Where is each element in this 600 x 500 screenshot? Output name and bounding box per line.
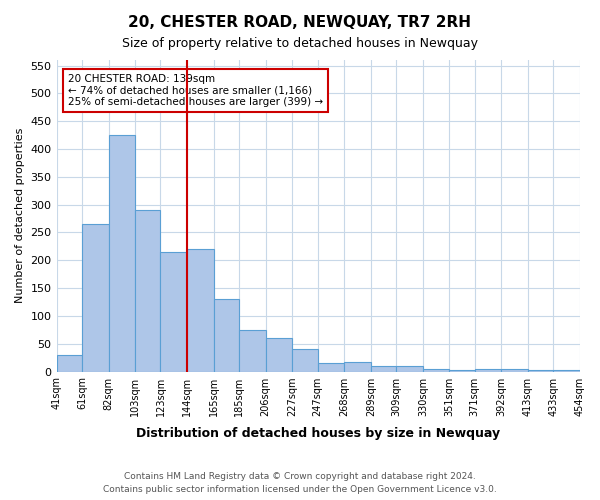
Bar — [187, 249, 214, 372]
X-axis label: Distribution of detached houses by size in Newquay: Distribution of detached houses by size … — [136, 427, 500, 440]
Text: 20, CHESTER ROAD, NEWQUAY, TR7 2RH: 20, CHESTER ROAD, NEWQUAY, TR7 2RH — [128, 15, 472, 30]
Bar — [214, 299, 239, 372]
Bar — [423, 368, 449, 372]
Bar — [109, 135, 135, 372]
Y-axis label: Number of detached properties: Number of detached properties — [15, 128, 25, 304]
Text: Size of property relative to detached houses in Newquay: Size of property relative to detached ho… — [122, 38, 478, 51]
Bar — [160, 252, 187, 372]
Text: Contains HM Land Registry data © Crown copyright and database right 2024.: Contains HM Land Registry data © Crown c… — [124, 472, 476, 481]
Bar — [292, 350, 317, 372]
Bar — [449, 370, 475, 372]
Bar — [344, 362, 371, 372]
Bar — [317, 363, 344, 372]
Bar — [553, 370, 580, 372]
Bar — [502, 368, 528, 372]
Bar — [239, 330, 266, 372]
Bar — [371, 366, 396, 372]
Bar — [82, 224, 109, 372]
Bar — [528, 370, 553, 372]
Bar — [56, 355, 82, 372]
Bar — [475, 368, 502, 372]
Bar — [396, 366, 423, 372]
Text: 20 CHESTER ROAD: 139sqm
← 74% of detached houses are smaller (1,166)
25% of semi: 20 CHESTER ROAD: 139sqm ← 74% of detache… — [68, 74, 323, 107]
Text: Contains public sector information licensed under the Open Government Licence v3: Contains public sector information licen… — [103, 485, 497, 494]
Bar — [266, 338, 292, 372]
Bar — [135, 210, 160, 372]
